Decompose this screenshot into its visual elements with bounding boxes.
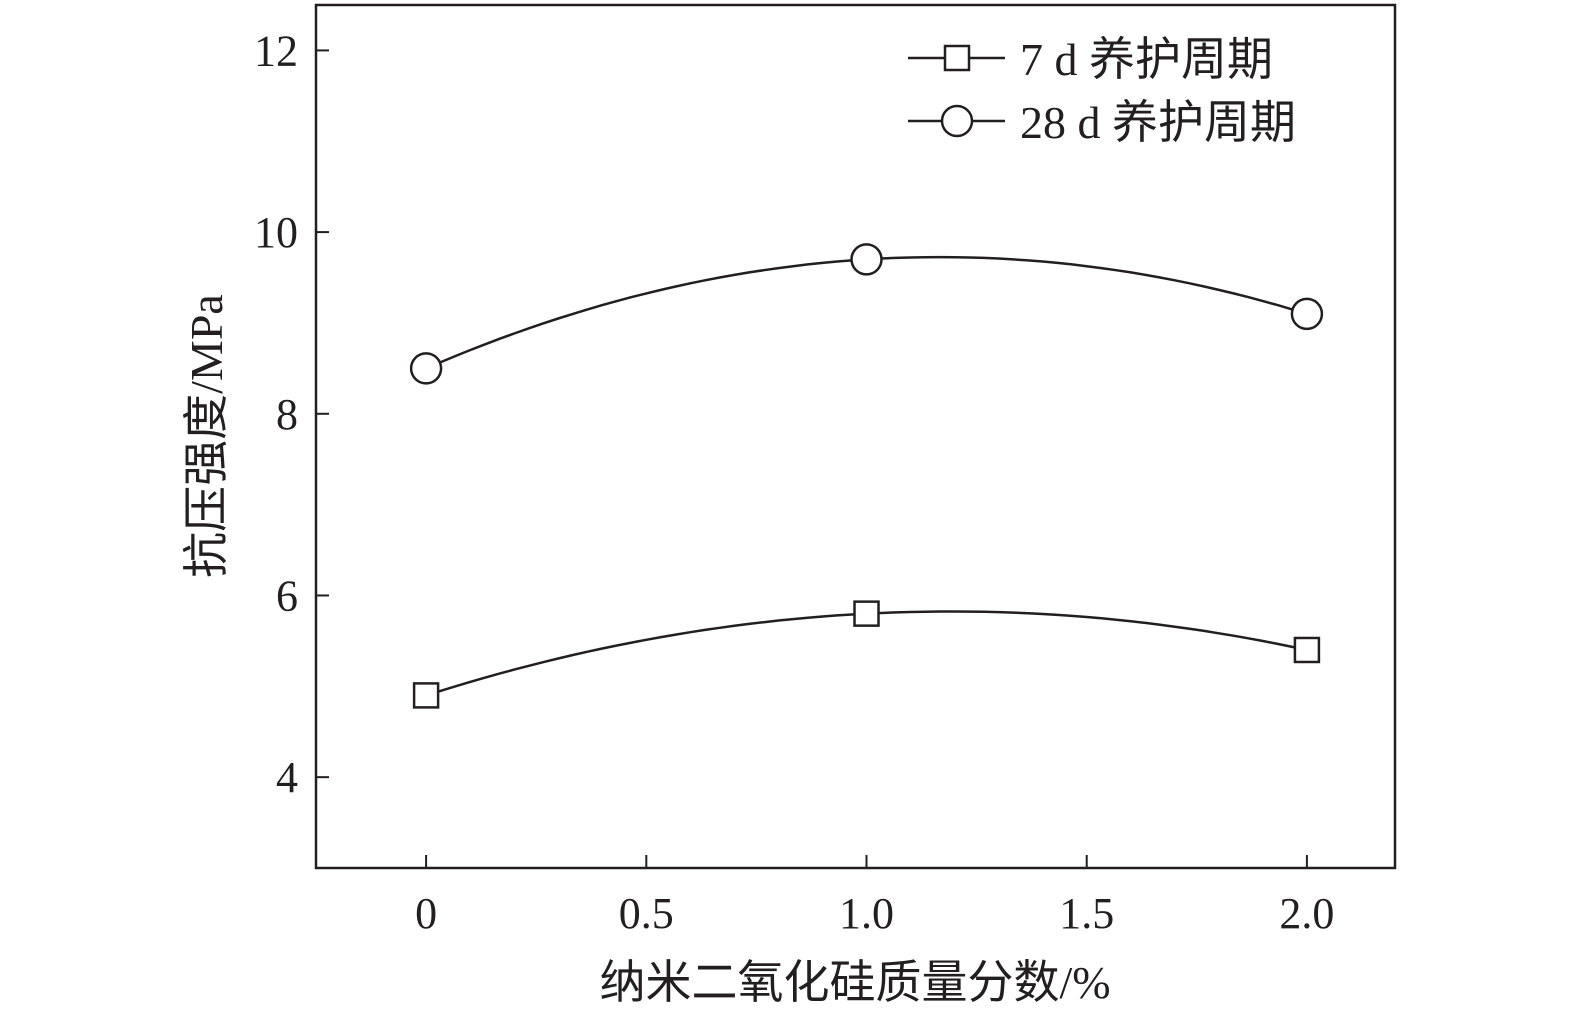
y-tick-label: 8 (276, 390, 298, 439)
x-tick-label: 2.0 (1279, 889, 1334, 938)
plot-frame (314, 3, 1397, 870)
y-tick-label: 12 (254, 26, 298, 75)
legend-label: 7 d 养护周期 (1020, 34, 1273, 85)
x-axis-label: 纳米二氧化硅质量分数/% (599, 957, 1110, 1008)
series-curves (425, 255, 1308, 697)
data-point-circle (409, 352, 443, 385)
legend-marker-circle (940, 104, 974, 138)
y-axis-label: 抗压强度/MPa (181, 294, 232, 578)
x-tick-label: 0 (415, 889, 437, 938)
series-markers (409, 243, 1324, 709)
x-tick-label: 1.5 (1059, 889, 1114, 938)
y-axis-ticks: 4 6 8 10 12 (254, 26, 329, 802)
x-axis-ticks: 0 0.5 1.0 1.5 2.0 (415, 855, 1334, 938)
data-point-circle (850, 243, 883, 276)
x-tick-label: 1.0 (839, 889, 894, 938)
legend-label: 28 d 养护周期 (1020, 97, 1296, 148)
y-tick-label: 10 (254, 208, 298, 257)
y-tick-label: 6 (276, 571, 298, 620)
data-point-square (1293, 636, 1321, 664)
legend-marker-square (943, 44, 971, 72)
data-point-square (853, 600, 880, 627)
data-point-square (412, 682, 440, 709)
y-tick-label: 4 (276, 753, 298, 802)
legend: 7 d 养护周期 28 d 养护周期 (908, 34, 1296, 148)
x-tick-label: 0.5 (619, 889, 674, 938)
data-point-circle (1290, 297, 1324, 331)
